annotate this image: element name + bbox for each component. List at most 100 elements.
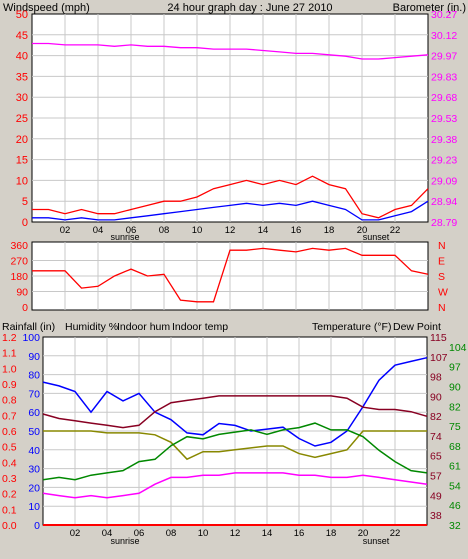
temperature-tick-label: 61 [449, 461, 461, 473]
sunset-label: sunset [363, 232, 390, 242]
sunrise-label: sunrise [110, 232, 139, 242]
x-tick-label: 10 [198, 528, 209, 539]
top-series [32, 42, 429, 221]
windspeed-axis-label: Windspeed (mph) [3, 2, 90, 14]
sunset-label-bottom: sunset [363, 536, 390, 546]
temperature-axis-label: Temperature (°F) [312, 321, 391, 333]
windspeed-tick-label: 30 [16, 92, 28, 104]
wind-barometer-panel: Windspeed (mph) 24 hour graph day : June… [3, 2, 466, 242]
temperature-tick-label: 68 [449, 441, 461, 453]
bottom-grid [43, 337, 427, 525]
barometer-axis-label: Barometer (in.) [393, 2, 466, 14]
top-series-line [32, 200, 429, 221]
direction-compass-label: S [438, 271, 445, 283]
x-tick-label: 06 [126, 225, 137, 236]
indoor-temp-label: Indoor temp [172, 321, 228, 333]
x-tick-label: 06 [134, 528, 145, 539]
x-tick-label: 04 [93, 225, 104, 236]
rainfall-ticks: 1.2 1.1 1.0 0.9 0.8 0.7 0.6 0.5 0.4 0.3 0.2 0.1 0.0 [2, 332, 17, 532]
barometer-tick-label: 29.97 [431, 51, 457, 63]
humidity-tick-label: 100 [22, 332, 40, 344]
direction-degree-label: 180 [10, 271, 28, 283]
humidity-tick-label: 60 [28, 407, 40, 419]
barometer-tick-label: 29.68 [431, 92, 457, 104]
x-tick-label: 12 [230, 528, 241, 539]
temperature-tick-label: 104 [449, 342, 467, 354]
direction-series [32, 247, 429, 303]
direction-degree-label: 360 [10, 240, 28, 252]
barometer-tick-label: 29.09 [431, 175, 457, 187]
humidity-axis-label: Humidity % [65, 321, 118, 333]
rainfall-tick-label: 0.9 [2, 379, 17, 391]
humidity-tick-label: 90 [28, 351, 40, 363]
top-grid [32, 14, 428, 222]
dewpoint-axis-label: Dew Point [393, 321, 441, 333]
rainfall-tick-label: 0.1 [2, 504, 17, 516]
x-tick-label: 16 [291, 225, 302, 236]
temperature-tick-label: 65 [430, 451, 442, 463]
temperature-tick-label: 82 [430, 411, 442, 423]
temperature-tick-label: 97 [449, 362, 461, 374]
barometer-tick-label: 28.94 [431, 196, 457, 208]
x-tick-label: 22 [390, 225, 401, 236]
direction-compass-label: E [438, 256, 445, 268]
top-x-ticks: 02 04 06 08 10 12 14 16 18 20 22 [60, 225, 401, 236]
temperature-tick-label: 32 [449, 520, 461, 532]
windspeed-tick-label: 45 [16, 30, 28, 42]
barometer-tick-label: 30.12 [431, 30, 457, 42]
x-tick-label: 08 [166, 528, 177, 539]
x-tick-label: 16 [294, 528, 305, 539]
windspeed-tick-label: 25 [16, 113, 28, 125]
rainfall-axis-label: Rainfall (in) [2, 321, 55, 333]
rainfall-tick-label: 1.1 [2, 348, 17, 360]
windspeed-tick-label: 40 [16, 51, 28, 63]
direction-degree-ticks: 360 270 180 90 0 [10, 240, 28, 314]
x-tick-label: 04 [102, 528, 113, 539]
barometer-tick-label: 29.23 [431, 155, 457, 167]
rainfall-tick-label: 0.3 [2, 473, 17, 485]
x-tick-label: 10 [192, 225, 203, 236]
rainfall-tick-label: 0.6 [2, 426, 17, 438]
x-tick-label: 08 [159, 225, 170, 236]
direction-series-line [32, 247, 429, 303]
barometer-tick-label: 28.79 [431, 217, 457, 229]
temperature-tick-label: 57 [430, 471, 442, 483]
temperature-tick-label: 75 [449, 421, 461, 433]
direction-degree-label: 0 [22, 302, 28, 314]
direction-compass-label: W [438, 287, 448, 299]
barometer-tick-label: 29.53 [431, 113, 457, 125]
temperature-tick-label: 90 [430, 391, 442, 403]
x-tick-label: 20 [357, 225, 368, 236]
direction-degree-label: 270 [10, 256, 28, 268]
temperature-tick-label: 54 [449, 480, 461, 492]
rainfall-tick-label: 0.7 [2, 410, 17, 422]
rainfall-tick-label: 0.0 [2, 520, 17, 532]
humidity-temperature-panel: Rainfall (in) Humidity % Indoor hum Indo… [2, 321, 467, 546]
rainfall-tick-label: 1.2 [2, 332, 17, 344]
bottom-series-line [42, 395, 428, 429]
temperature-tick-label: 115 [430, 332, 447, 344]
barometer-ticks: 30.27 30.12 29.97 29.83 29.68 29.53 29.38 29.23… [431, 9, 457, 229]
x-tick-label: 18 [324, 225, 335, 236]
temperature-tick-label: 38 [430, 510, 442, 522]
humidity-tick-label: 80 [28, 370, 40, 382]
temperature-tick-label: 74 [430, 431, 442, 443]
humidity-tick-label: 30 [28, 464, 40, 476]
x-tick-label: 14 [262, 528, 273, 539]
windspeed-tick-label: 5 [22, 196, 28, 208]
rainfall-tick-label: 1.0 [2, 363, 17, 375]
humidity-tick-label: 50 [28, 426, 40, 438]
top-series-line [32, 175, 429, 219]
direction-compass-label: N [438, 240, 446, 252]
humidity-tick-label: 40 [28, 445, 40, 457]
chart-title: 24 hour graph day : June 27 2010 [167, 2, 332, 14]
x-tick-label: 12 [225, 225, 236, 236]
direction-compass-label: N [438, 302, 446, 314]
temperature-tick-label: 49 [430, 490, 442, 502]
